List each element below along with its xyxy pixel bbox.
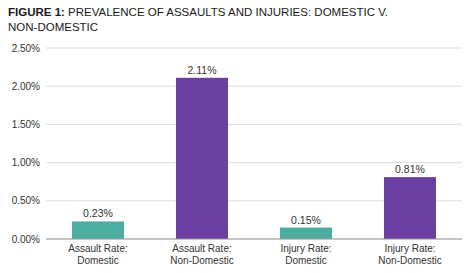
grid-line xyxy=(46,48,462,49)
title-bold: FIGURE 1: xyxy=(8,6,65,18)
y-tick-label: 2.00% xyxy=(12,81,40,92)
title: FIGURE 1: PREVALENCE OF ASSAULTS AND INJ… xyxy=(8,6,388,33)
x-tick-label-line: Assault Rate: xyxy=(68,243,127,254)
title-text: NON-DOMESTIC xyxy=(8,21,98,33)
data-label: 0.81% xyxy=(395,163,425,175)
title-text: PREVALENCE OF ASSAULTS AND INJURIES: DOM… xyxy=(65,6,388,18)
x-tick-label-line: Assault Rate: xyxy=(172,243,231,254)
y-tick-label: 0.50% xyxy=(12,195,40,206)
bar xyxy=(280,228,332,239)
x-axis-line xyxy=(46,239,462,240)
bar xyxy=(176,78,228,239)
y-tick-label: 1.50% xyxy=(12,119,40,130)
bars xyxy=(72,78,436,239)
x-tick-label: Injury Rate:Domestic xyxy=(280,243,331,266)
x-tick-label-line: Non-Domestic xyxy=(170,255,233,266)
x-tick-label-line: Non-Domestic xyxy=(378,255,441,266)
grid xyxy=(46,48,462,239)
x-tick-label: Assault Rate:Domestic xyxy=(68,243,127,266)
grid-line xyxy=(46,86,462,87)
y-tick-label: 2.50% xyxy=(12,43,40,54)
y-tick-label: 0.00% xyxy=(12,234,40,245)
data-label: 0.23% xyxy=(83,207,113,219)
y-tick-label: 1.00% xyxy=(12,157,40,168)
bar xyxy=(72,221,124,239)
x-tick-label-line: Injury Rate: xyxy=(384,243,435,254)
grid-line xyxy=(46,124,462,125)
grid-line xyxy=(46,239,462,240)
bar xyxy=(384,177,436,239)
x-tick-label-line: Injury Rate: xyxy=(280,243,331,254)
x-tick-label: Injury Rate:Non-Domestic xyxy=(378,243,441,266)
x-tick-label-line: Domestic xyxy=(77,255,119,266)
data-label: 0.15% xyxy=(291,214,321,226)
x-tick-label: Assault Rate:Non-Domestic xyxy=(170,243,233,266)
data-label: 2.11% xyxy=(188,64,217,76)
chart: FIGURE 1: PREVALENCE OF ASSAULTS AND INJ… xyxy=(0,0,474,273)
x-tick-label-line: Domestic xyxy=(285,255,327,266)
